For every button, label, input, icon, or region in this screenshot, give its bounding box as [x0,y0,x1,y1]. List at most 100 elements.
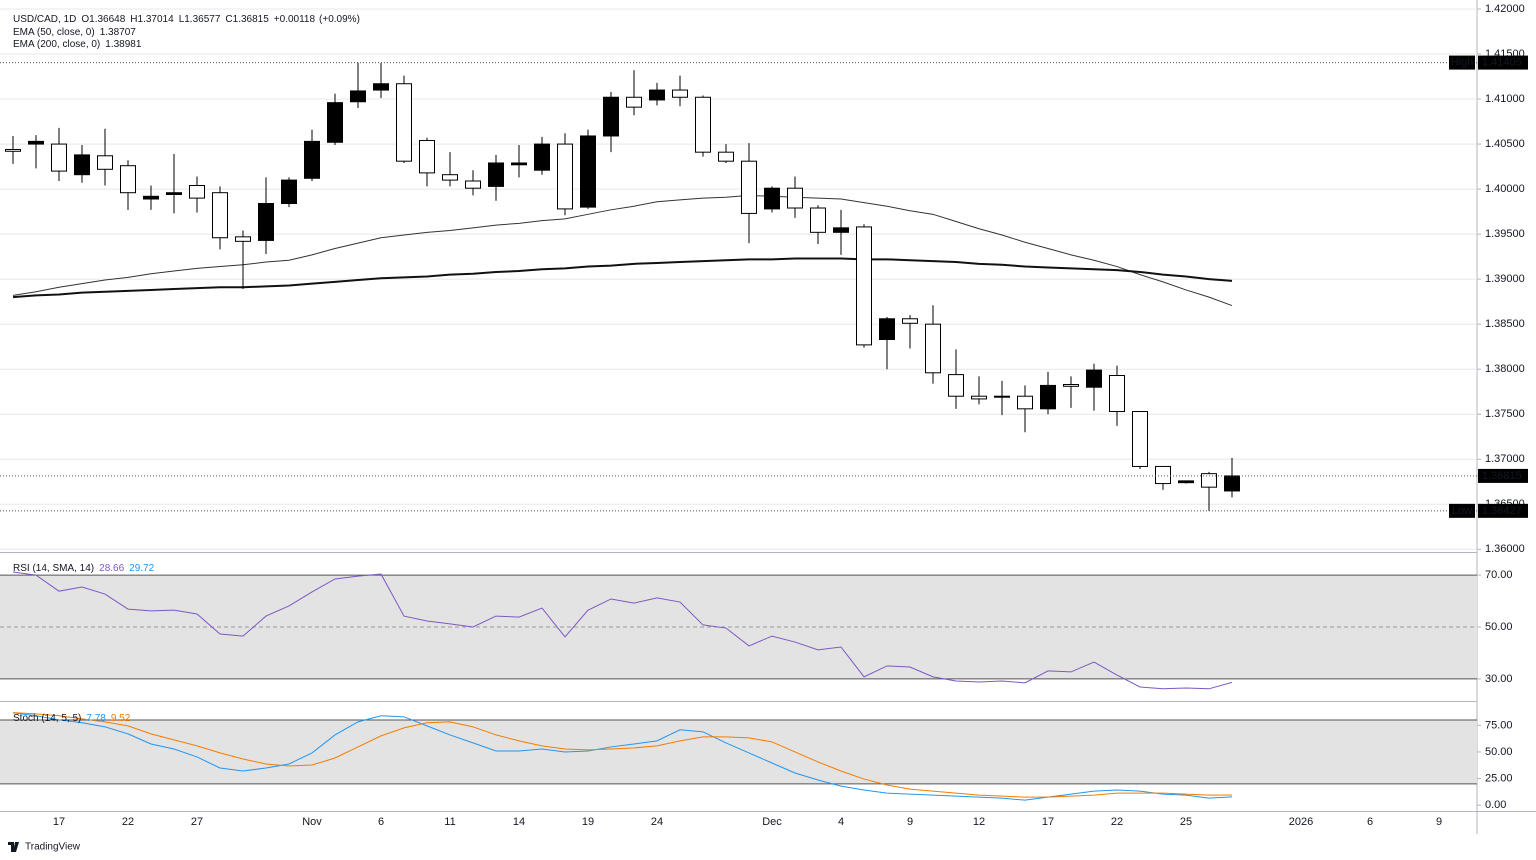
x-tick-label: 14 [513,816,525,828]
candle-body [856,226,872,346]
legend-value: 1.38981 [105,39,142,50]
candle-body [695,96,711,153]
ohlc-label: L [179,14,185,25]
candle-body [212,192,228,239]
candle-body [511,162,527,166]
series-line [12,194,1233,307]
candle-body [1086,369,1102,388]
candle-body [327,102,343,143]
symbol: USD/CAD, 1D [13,14,76,25]
x-tick-label: 24 [651,816,663,828]
marker-label-box [1449,503,1475,518]
candle-body [557,143,573,210]
y-tick-label: 75.00 [1485,719,1513,731]
x-tick-label: 27 [191,816,203,828]
y-tick-label: 1.38500 [1485,318,1525,330]
candle-body [994,395,1010,398]
candle-body [1109,375,1125,413]
candle-body [51,143,67,172]
legend-title: RSI (14, SMA, 14) [13,563,94,574]
change-pct: (+0.09%) [319,14,360,25]
candle-body [143,195,159,200]
legend-title: Stoch (14, 5, 5) [13,713,81,724]
legend: Stoch (14, 5, 5) 7.78 9.52 [13,713,131,724]
candle-body [971,395,987,400]
price-label-box [1478,503,1528,518]
candle-body [5,148,21,152]
brand-name: TradingView [25,842,81,853]
price-label-box [1478,468,1528,483]
price-label: 1.41405 [1482,56,1522,68]
candle-body [1201,473,1217,488]
brand-logo [8,842,19,852]
candle-body [235,236,251,242]
band-fill [0,720,1477,784]
marker-label: Low [1452,505,1472,517]
candle-body [465,180,481,189]
legend: EMA (200, close, 0) 1.38981 [13,39,142,50]
legend-value: 9.52 [111,713,131,724]
y-tick-label: 1.37500 [1485,408,1525,420]
candle-body [488,162,504,187]
logo-shape [8,842,19,852]
candle-body [764,187,780,210]
y-tick-label: 50.00 [1485,746,1513,758]
x-tick-label: 9 [1436,816,1442,828]
ohlc-value: 1.36815 [233,14,270,25]
candle-body [718,151,734,162]
candle-body [28,140,44,145]
y-tick-label: 1.39000 [1485,273,1525,285]
y-tick-label: 70.00 [1485,569,1513,581]
x-tick-label: 17 [53,816,65,828]
candle-body [626,96,642,108]
x-tick-label: 4 [838,816,844,828]
x-tick-label: Dec [762,816,782,828]
x-tick-label: 17 [1042,816,1054,828]
x-tick-label: 6 [378,816,384,828]
legend-value: 28.66 [99,563,124,574]
ohlc-label: H [130,14,137,25]
y-tick-label: 1.37000 [1485,453,1525,465]
candle-body [166,192,182,196]
series-line [12,712,1233,801]
candle-body [419,139,435,174]
candle-body [833,227,849,233]
y-tick-label: 1.39500 [1485,228,1525,240]
candle-body [442,174,458,181]
y-tick-label: 50.00 [1485,621,1513,633]
ohlc-label: O [81,14,89,25]
legend: USD/CAD, 1D O1.36648 H1.37014 L1.36577 C1.36… [13,14,360,25]
marker-label: High [1451,56,1474,68]
candle-body [787,187,803,209]
candle-body [741,160,757,214]
y-tick-label: 1.36000 [1485,543,1525,555]
x-tick-label: 22 [1111,816,1123,828]
legend-name: EMA (50, close, 0) [13,27,95,38]
candle-body [948,374,964,397]
candle-body [97,155,113,170]
y-tick-label: 1.40000 [1485,183,1525,195]
change: +0.00118 [274,14,316,25]
legend: RSI (14, SMA, 14) 28.66 29.72 [13,563,155,574]
candle-body [603,96,619,137]
candle-body [1155,465,1171,485]
y-tick-label: 1.38000 [1485,363,1525,375]
candle-body [1040,384,1056,410]
candle-body [350,90,366,103]
candle-body [373,83,389,91]
y-tick-label: 1.41000 [1485,93,1525,105]
series-line [12,257,1233,299]
candle-body [902,318,918,324]
legend-name: EMA (200, close, 0) [13,39,100,50]
x-tick-label: 19 [582,816,594,828]
candle-body [1063,384,1079,387]
candle-body [649,89,665,101]
x-tick-label: Nov [302,816,322,828]
candle-body [120,165,136,194]
x-tick-label: 2026 [1289,816,1313,828]
ohlc-value: 1.37014 [138,14,175,25]
legend: EMA (50, close, 0) 1.38707 [13,27,136,38]
x-tick-label: 25 [1180,816,1192,828]
price-label: 1.36815 [1482,470,1522,482]
